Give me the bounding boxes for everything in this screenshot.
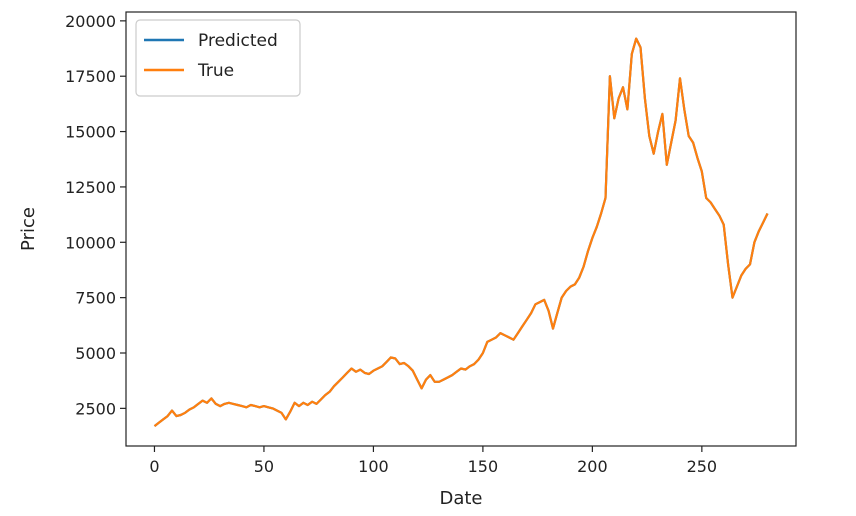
series-line-true bbox=[153, 37, 769, 427]
legend-label-predicted: Predicted bbox=[198, 31, 278, 51]
x-axis-label: Date bbox=[439, 488, 482, 509]
legend-label-true: True bbox=[197, 61, 234, 81]
y-tick-label: 5000 bbox=[75, 344, 116, 363]
y-axis-label: Price bbox=[18, 207, 39, 251]
x-tick-label: 100 bbox=[358, 457, 389, 476]
series-layer bbox=[153, 37, 769, 427]
plot-frame bbox=[125, 11, 797, 447]
y-tick-label: 7500 bbox=[75, 289, 116, 308]
y-tick-label: 17500 bbox=[65, 67, 116, 86]
y-tick-label: 10000 bbox=[65, 233, 116, 252]
x-tick-label: 150 bbox=[468, 457, 499, 476]
x-tick-label: 0 bbox=[149, 457, 159, 476]
y-tick-label: 15000 bbox=[65, 123, 116, 142]
legend: Predicted True bbox=[135, 19, 301, 97]
y-tick-label: 2500 bbox=[75, 399, 116, 418]
x-tick-label: 200 bbox=[577, 457, 608, 476]
y-tick-label: 20000 bbox=[65, 12, 116, 31]
x-tick-label: 250 bbox=[687, 457, 718, 476]
x-tick-label: 50 bbox=[254, 457, 274, 476]
axes-layer: 0 50 100 150 200 250 2500 5000 7500 10000 12500 150… bbox=[65, 12, 717, 476]
y-tick-label: 12500 bbox=[65, 178, 116, 197]
